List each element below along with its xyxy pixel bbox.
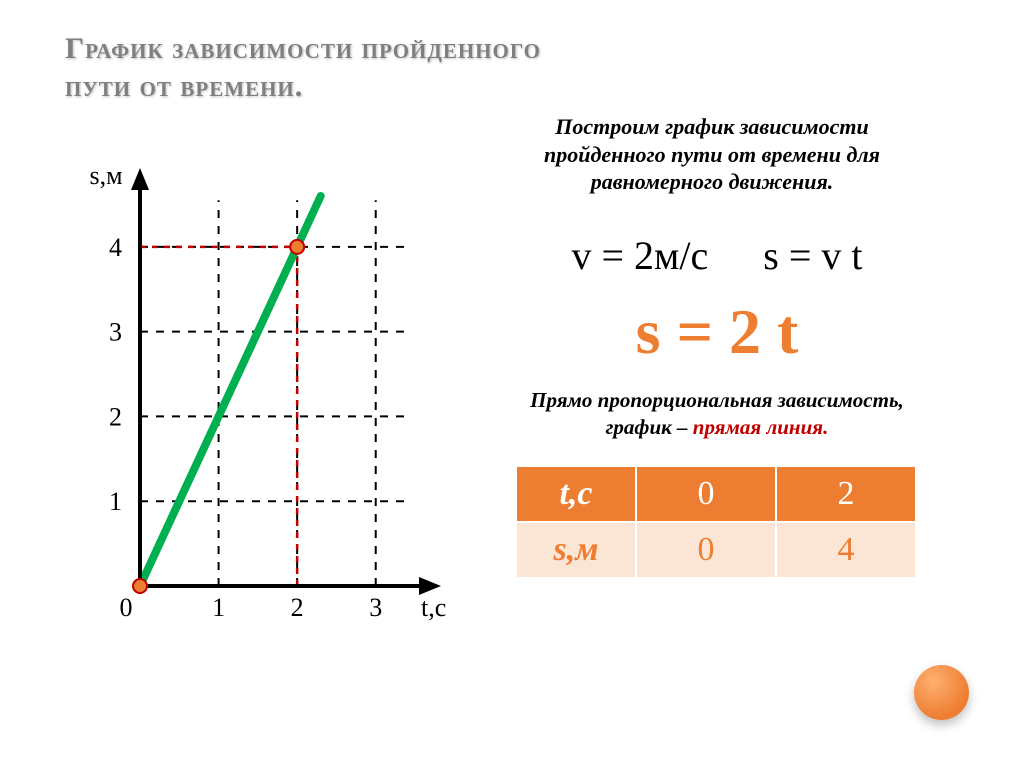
svg-text:t,c: t,c — [421, 593, 446, 622]
chart-container: 1 2 3 1 2 3 4 0 s,м t,c — [65, 161, 450, 641]
svg-text:2: 2 — [291, 593, 304, 622]
cell-t-0: 0 — [636, 466, 776, 522]
title-line-1: График зависимости пройденного — [65, 32, 541, 65]
cell-s-4: 4 — [776, 522, 916, 578]
svg-text:1: 1 — [212, 593, 225, 622]
data-table-wrap: t,c 0 2 s,м 0 4 — [515, 465, 974, 579]
intro-line-2: пройденного пути от времени для — [544, 142, 880, 167]
svg-text:4: 4 — [109, 233, 122, 262]
distance-time-chart: 1 2 3 1 2 3 4 0 s,м t,c — [65, 161, 450, 641]
decorative-dot — [914, 665, 969, 720]
main-formula: s = 2 t — [460, 295, 974, 369]
svg-text:0: 0 — [120, 593, 133, 622]
svg-text:1: 1 — [109, 487, 122, 516]
dep-line-2a: график – — [606, 415, 693, 439]
data-table: t,c 0 2 s,м 0 4 — [515, 465, 917, 579]
cell-t-hdr: t,c — [516, 466, 636, 522]
svg-text:2: 2 — [109, 402, 122, 431]
content-row: 12312340s,мt,c Построим график зависимос… — [65, 113, 974, 641]
dependence-text: Прямо пропорциональная зависимость, граф… — [460, 387, 974, 442]
title-line-2: пути от времени. — [65, 70, 303, 103]
formula-v: v = 2м/с — [572, 233, 709, 278]
intro-line-3: равномерного движения. — [591, 169, 834, 194]
slide: График зависимости пройденного пути от в… — [0, 0, 1024, 768]
cell-t-2: 2 — [776, 466, 916, 522]
dep-line-2b: прямая линия. — [693, 415, 829, 439]
svg-text:s,м: s,м — [89, 161, 122, 190]
intro-text: Построим график зависимости пройденного … — [450, 113, 974, 196]
cell-s-hdr: s,м — [516, 522, 636, 578]
formula-s: s = v t — [763, 233, 862, 278]
svg-text:3: 3 — [109, 318, 122, 347]
cell-s-0: 0 — [636, 522, 776, 578]
dep-line-1: Прямо пропорциональная зависимость, — [530, 388, 904, 412]
formula-row: v = 2м/с s = v t — [460, 232, 974, 279]
intro-line-1: Построим график зависимости — [555, 114, 868, 139]
table-row: s,м 0 4 — [516, 522, 916, 578]
slide-title: График зависимости пройденного пути от в… — [65, 30, 974, 105]
table-row: t,c 0 2 — [516, 466, 916, 522]
text-column: Построим график зависимости пройденного … — [460, 113, 974, 641]
svg-text:3: 3 — [369, 593, 382, 622]
